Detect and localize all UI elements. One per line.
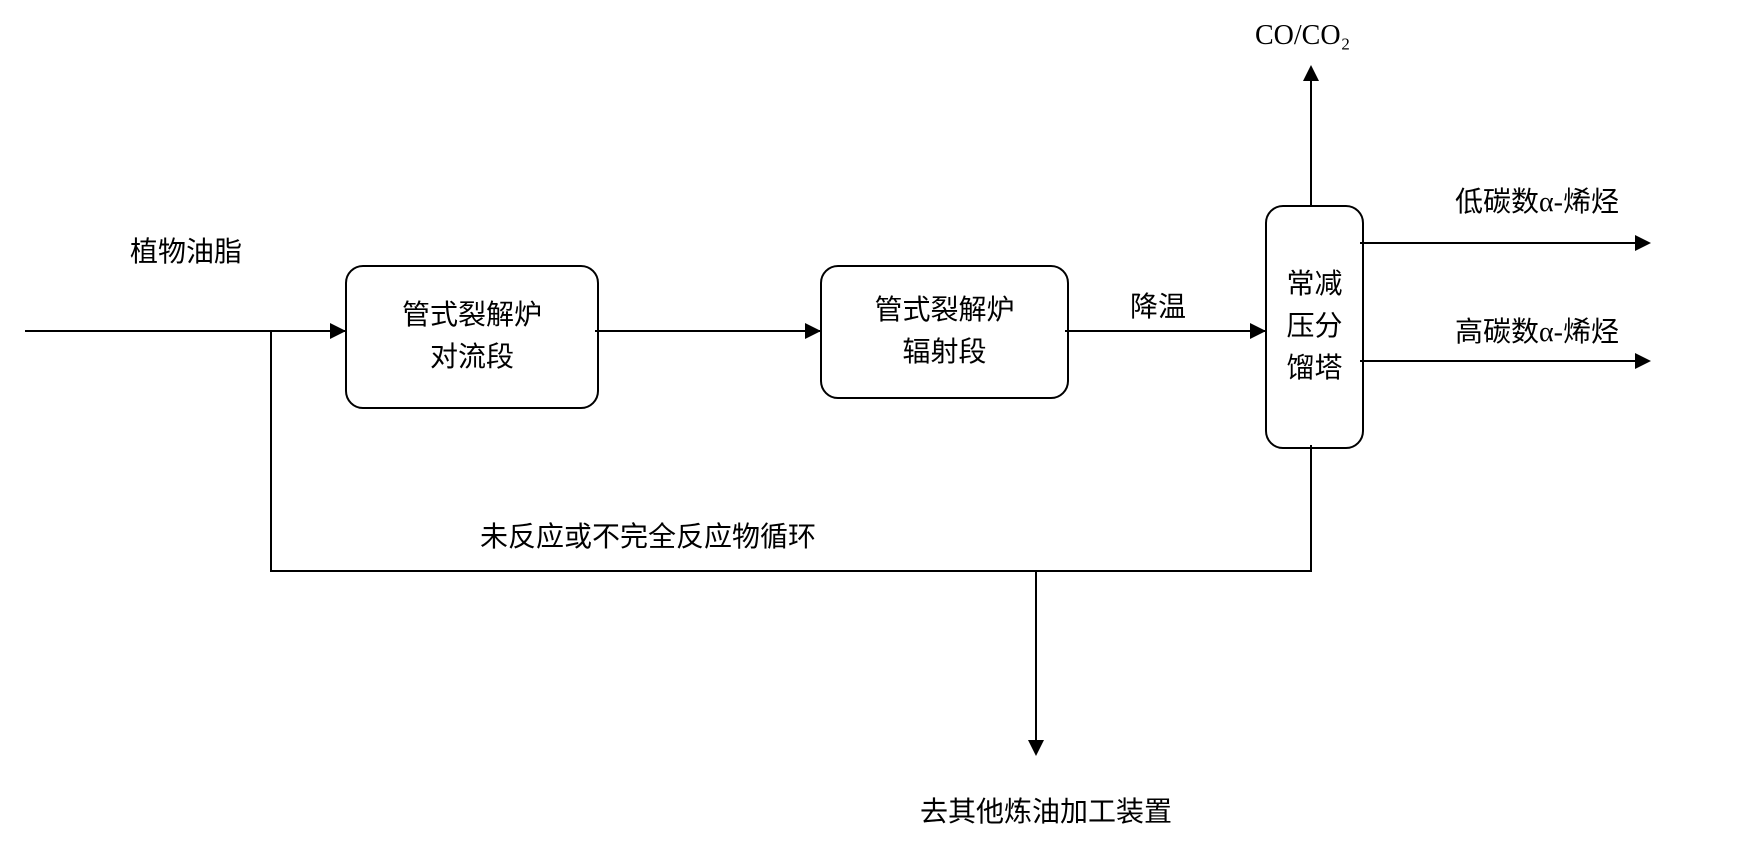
conv-to-rad-line (595, 330, 820, 332)
bottom-output-label: 去其他炼油加工装置 (920, 790, 1172, 830)
recycle-v-line (270, 330, 272, 570)
side2-line (1360, 360, 1645, 362)
recycle-label: 未反应或不完全反应物循环 (480, 515, 816, 555)
side1-arrowhead (1635, 235, 1651, 251)
input-label: 植物油脂 (130, 230, 242, 270)
recycle-h-line (270, 570, 1312, 572)
convection-line1: 管式裂解炉 (402, 295, 542, 337)
conv-to-rad-arrowhead (805, 323, 821, 339)
input-line (25, 330, 345, 332)
side1-line (1360, 242, 1645, 244)
input-arrowhead (330, 323, 346, 339)
side2-arrowhead (1635, 353, 1651, 369)
convection-box: 管式裂解炉 对流段 (345, 265, 599, 409)
top-output-arrowhead (1303, 65, 1319, 81)
distillation-box: 常减 压分 馏塔 (1265, 205, 1364, 449)
radiation-line2: 辐射段 (902, 332, 986, 374)
cooling-label: 降温 (1130, 285, 1186, 325)
side1-label: 低碳数α-烯烃 (1455, 180, 1619, 220)
side2-label: 高碳数α-烯烃 (1455, 310, 1619, 350)
top-output-line (1310, 80, 1312, 205)
rad-to-dist-arrowhead (1250, 323, 1266, 339)
top-output-label: CO/CO₂ (1255, 20, 1350, 52)
distillation-line3: 馏塔 (1286, 348, 1342, 390)
distillation-line1: 常减 (1286, 264, 1342, 306)
distillation-line2: 压分 (1286, 306, 1342, 348)
dist-down-line (1310, 445, 1312, 572)
rad-to-dist-line (1065, 330, 1265, 332)
convection-line2: 对流段 (430, 337, 514, 379)
radiation-box: 管式裂解炉 辐射段 (820, 265, 1069, 399)
branch-down-arrowhead (1028, 740, 1044, 756)
radiation-line1: 管式裂解炉 (874, 290, 1014, 332)
branch-down-line (1035, 570, 1037, 745)
